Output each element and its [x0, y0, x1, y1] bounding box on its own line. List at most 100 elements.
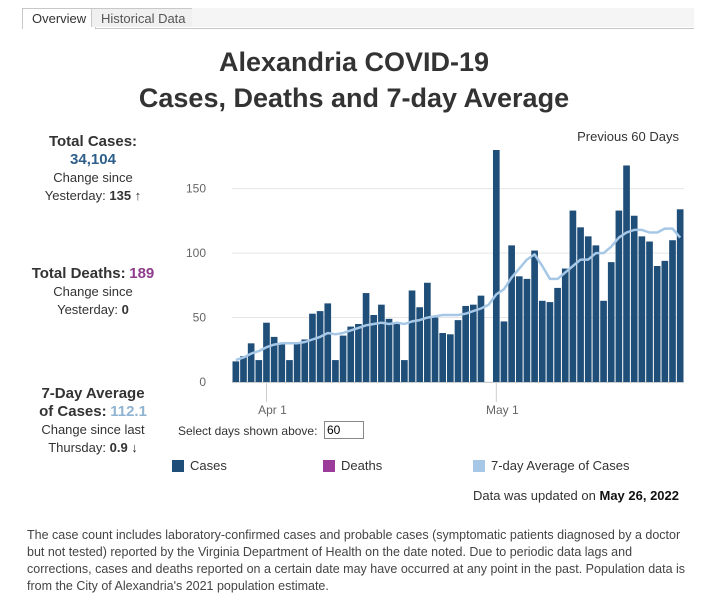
- cases-bar[interactable]: [623, 165, 630, 382]
- kpi-deaths-label: Total Deaths:: [31, 265, 126, 282]
- cases-bar[interactable]: [447, 334, 454, 382]
- kpi-avg-title-row: of Cases: 112.1: [18, 403, 168, 421]
- cases-bar[interactable]: [508, 245, 515, 382]
- cases-bar[interactable]: [378, 304, 385, 382]
- cases-bar[interactable]: [263, 322, 270, 382]
- cases-bar[interactable]: [355, 324, 362, 382]
- range-label: Previous 60 Days: [577, 129, 679, 144]
- cases-bar[interactable]: [408, 290, 416, 382]
- kpi-cases-change-label: Change since: [53, 170, 133, 185]
- cases-bar[interactable]: [523, 278, 531, 382]
- kpi-cases-value: 34,104: [70, 151, 116, 168]
- cases-bar[interactable]: [584, 236, 592, 382]
- kpi-cases-change-prefix: Yesterday:: [44, 188, 106, 203]
- cases-bar[interactable]: [416, 307, 424, 382]
- cases-bar[interactable]: [439, 333, 447, 382]
- cases-bar[interactable]: [286, 360, 293, 382]
- legend-deaths-swatch: [323, 460, 335, 472]
- cases-bar[interactable]: [316, 311, 324, 382]
- cases-bar[interactable]: [370, 314, 378, 382]
- kpi-cases-label: Total Cases:: [48, 133, 138, 150]
- cases-bar[interactable]: [454, 320, 462, 382]
- cases-bar[interactable]: [469, 304, 477, 382]
- cases-bar[interactable]: [561, 268, 569, 382]
- cases-bar[interactable]: [401, 360, 408, 382]
- cases-bar[interactable]: [546, 302, 554, 382]
- cases-bar[interactable]: [362, 293, 370, 382]
- y-tick-label: 50: [193, 311, 207, 325]
- cases-bar[interactable]: [554, 287, 561, 382]
- legend-average-swatch: [473, 460, 485, 472]
- cases-bar[interactable]: [477, 295, 485, 382]
- cases-bar[interactable]: [347, 326, 355, 382]
- cases-bar[interactable]: [515, 276, 523, 382]
- data-updated-prefix: Data was updated on: [472, 488, 596, 503]
- kpi-seven-day-average: 7-Day Average of Cases: 112.1 Change sin…: [18, 385, 168, 457]
- kpi-cases-change-row: Yesterday: 135 ↑: [18, 187, 168, 205]
- cases-bar[interactable]: [592, 245, 600, 382]
- cases-bar[interactable]: [247, 343, 255, 382]
- kpi-cases-change-value: 135 ↑: [109, 188, 142, 203]
- cases-bar[interactable]: [324, 303, 332, 382]
- cases-bar[interactable]: [500, 321, 508, 382]
- cases-bar[interactable]: [270, 336, 278, 382]
- cases-bar[interactable]: [301, 339, 309, 382]
- kpi-avg-change-value: 0.9 ↓: [109, 440, 138, 455]
- seven-day-average-line: [235, 227, 682, 362]
- tab-bar-filler: [192, 8, 694, 27]
- cases-bar[interactable]: [431, 317, 439, 382]
- kpi-deaths-value: 189: [129, 265, 155, 282]
- chart-average-line: [235, 227, 682, 362]
- legend-average-label: 7-day Average of Cases: [491, 458, 630, 473]
- data-updated-date: May 26, 2022: [599, 488, 679, 503]
- cases-bar[interactable]: [332, 360, 339, 382]
- cases-bar[interactable]: [385, 318, 393, 382]
- cases-bar[interactable]: [339, 335, 347, 382]
- select-days-input[interactable]: [324, 421, 364, 439]
- kpi-avg-label-line2: of Cases:: [39, 403, 107, 420]
- kpi-avg-change-row: Thursday: 0.9 ↓: [18, 439, 168, 457]
- cases-bar[interactable]: [240, 356, 247, 382]
- cases-bar[interactable]: [309, 313, 316, 382]
- cases-bar[interactable]: [630, 215, 638, 382]
- chart-y-axis: 0 50 100 150: [186, 182, 206, 389]
- cases-bar[interactable]: [232, 361, 240, 382]
- tab-overview[interactable]: Overview: [22, 8, 97, 29]
- cases-bar[interactable]: [462, 305, 469, 382]
- cases-bar[interactable]: [538, 300, 546, 382]
- cases-bar[interactable]: [531, 250, 538, 382]
- cases-bar[interactable]: [607, 262, 615, 382]
- cases-bar[interactable]: [424, 282, 431, 382]
- cases-bar[interactable]: [615, 210, 623, 382]
- cases-bar[interactable]: [492, 150, 500, 382]
- footnote: The case count includes laboratory-confi…: [27, 528, 686, 593]
- kpi-deaths-change-value: 0: [121, 302, 129, 317]
- tab-bar: Overview Historical Data: [22, 6, 694, 29]
- y-tick-label: 150: [186, 182, 206, 196]
- tab-historical-data[interactable]: Historical Data: [91, 8, 196, 27]
- legend-deaths-label: Deaths: [341, 458, 383, 473]
- kpi-deaths-title-row: Total Deaths: 189: [18, 265, 168, 283]
- cases-bar[interactable]: [577, 227, 584, 382]
- chart-bars[interactable]: [232, 150, 684, 382]
- cases-bar[interactable]: [293, 343, 301, 382]
- cases-bar[interactable]: [646, 241, 653, 382]
- cases-bar[interactable]: [669, 240, 676, 382]
- chart-x-axis: Apr 1 May 1: [232, 382, 684, 417]
- cases-bar[interactable]: [661, 260, 669, 382]
- cases-bar[interactable]: [569, 210, 577, 382]
- cases-bar[interactable]: [255, 360, 263, 382]
- cases-bar[interactable]: [653, 266, 661, 382]
- y-tick-label: 100: [186, 246, 206, 260]
- select-days-row: Select days shown above:: [178, 421, 364, 439]
- x-tick-label: May 1: [486, 403, 519, 417]
- cases-bar[interactable]: [393, 324, 401, 382]
- cases-bar[interactable]: [278, 343, 286, 382]
- cases-bar[interactable]: [600, 300, 607, 382]
- kpi-avg-label-line1: 7-Day Average: [41, 385, 145, 402]
- cases-bar[interactable]: [676, 209, 684, 382]
- kpi-avg-change-prefix: Thursday:: [48, 440, 106, 455]
- cases-bar[interactable]: [638, 236, 646, 382]
- kpi-avg-change-label: Change since last: [41, 422, 145, 437]
- page-title: Alexandria COVID-19 Cases, Deaths and 7-…: [0, 44, 708, 116]
